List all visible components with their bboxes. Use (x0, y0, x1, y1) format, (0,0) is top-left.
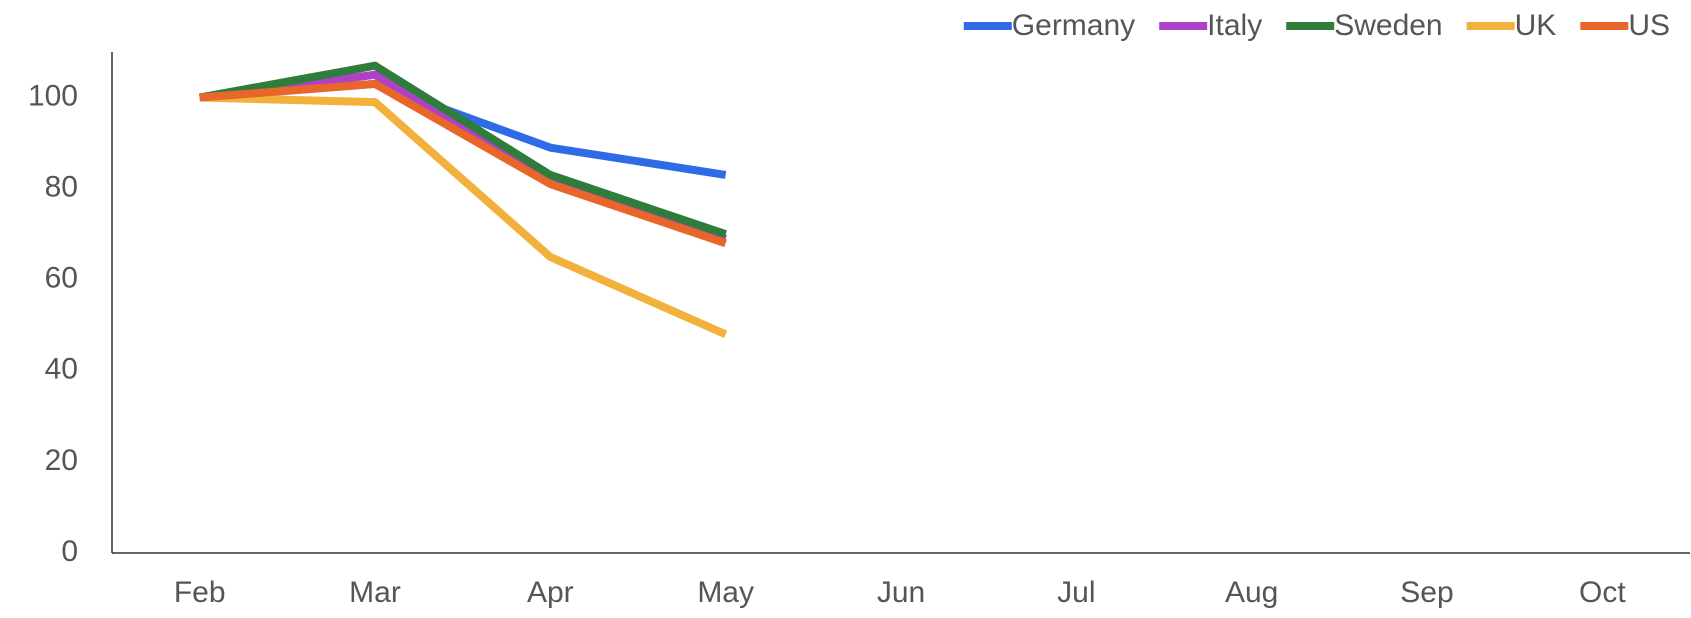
x-tick-label: Oct (1579, 576, 1626, 609)
x-tick-label: Jul (1057, 576, 1095, 609)
data-line (199, 70, 727, 243)
y-tick-label: 100 (28, 79, 78, 112)
legend-label: UK (1515, 9, 1557, 42)
data-line (199, 93, 728, 339)
x-tick-label: Jun (877, 576, 925, 609)
x-tick-label: Aug (1225, 576, 1278, 609)
x-tick-label: Sep (1400, 576, 1453, 609)
y-tick-label: 60 (45, 262, 78, 295)
y-tick-label: 0 (61, 535, 78, 568)
x-tick-label: Feb (174, 576, 226, 609)
x-tick-label: May (697, 576, 754, 609)
legend-label: Germany (1012, 9, 1135, 42)
legend-label: Sweden (1334, 9, 1442, 42)
legend-label: Italy (1207, 9, 1262, 42)
x-tick-label: Apr (527, 576, 574, 609)
data-line (198, 61, 727, 238)
x-tick-label: Mar (349, 576, 401, 609)
y-tick-label: 80 (45, 171, 78, 204)
y-tick-label: 40 (45, 353, 78, 386)
y-tick-label: 20 (45, 444, 78, 477)
legend-label: US (1628, 9, 1670, 42)
data-line (199, 79, 727, 248)
